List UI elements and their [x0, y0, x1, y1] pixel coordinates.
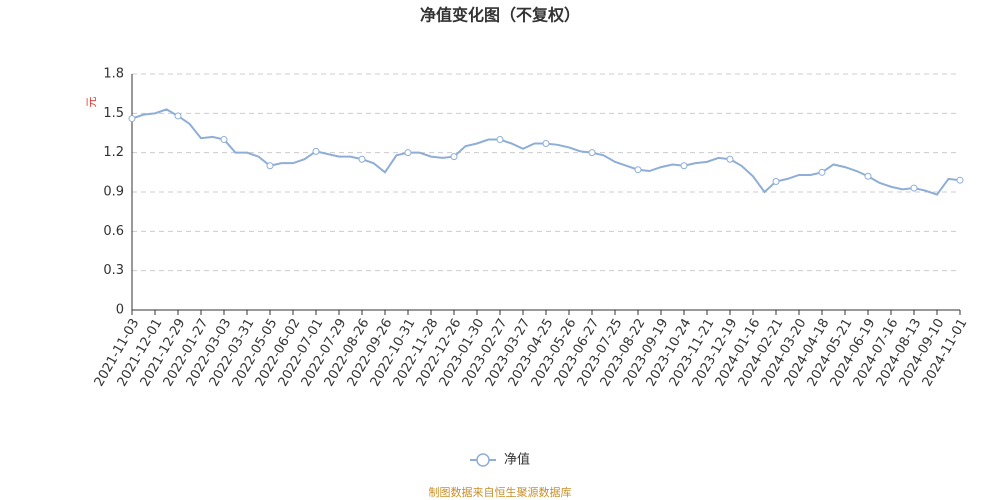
point — [496, 136, 504, 144]
y-tick-label: 0 — [116, 303, 124, 318]
point — [404, 149, 412, 157]
y-axis-label: 元 — [85, 97, 98, 108]
point — [956, 176, 964, 184]
footer: 制图数据来自恒生聚源数据库 — [429, 485, 572, 499]
y-tick-label: 1.2 — [103, 145, 124, 160]
point — [772, 178, 780, 186]
legend-label: 净值 — [504, 452, 530, 468]
point — [174, 112, 182, 120]
point — [450, 153, 458, 161]
legend-marker — [476, 453, 490, 467]
chart-title: 净值变化图（不复权） — [420, 6, 580, 25]
point — [680, 162, 688, 170]
y-tick-label: 0.3 — [103, 263, 124, 278]
series-line — [131, 108, 961, 196]
point — [312, 147, 320, 155]
point — [726, 155, 734, 163]
point — [818, 168, 826, 176]
y-tick-label: 0.9 — [103, 185, 124, 200]
point — [588, 149, 596, 157]
point — [128, 115, 136, 123]
y-tick-label: 0.6 — [103, 224, 124, 239]
point — [266, 162, 274, 170]
point — [542, 139, 550, 147]
point — [358, 155, 366, 163]
point — [864, 172, 872, 180]
point — [220, 136, 228, 144]
y-tick-label: 1.5 — [103, 106, 124, 121]
point — [910, 184, 918, 192]
y-tick-label: 1.8 — [103, 67, 124, 82]
point — [634, 166, 642, 174]
